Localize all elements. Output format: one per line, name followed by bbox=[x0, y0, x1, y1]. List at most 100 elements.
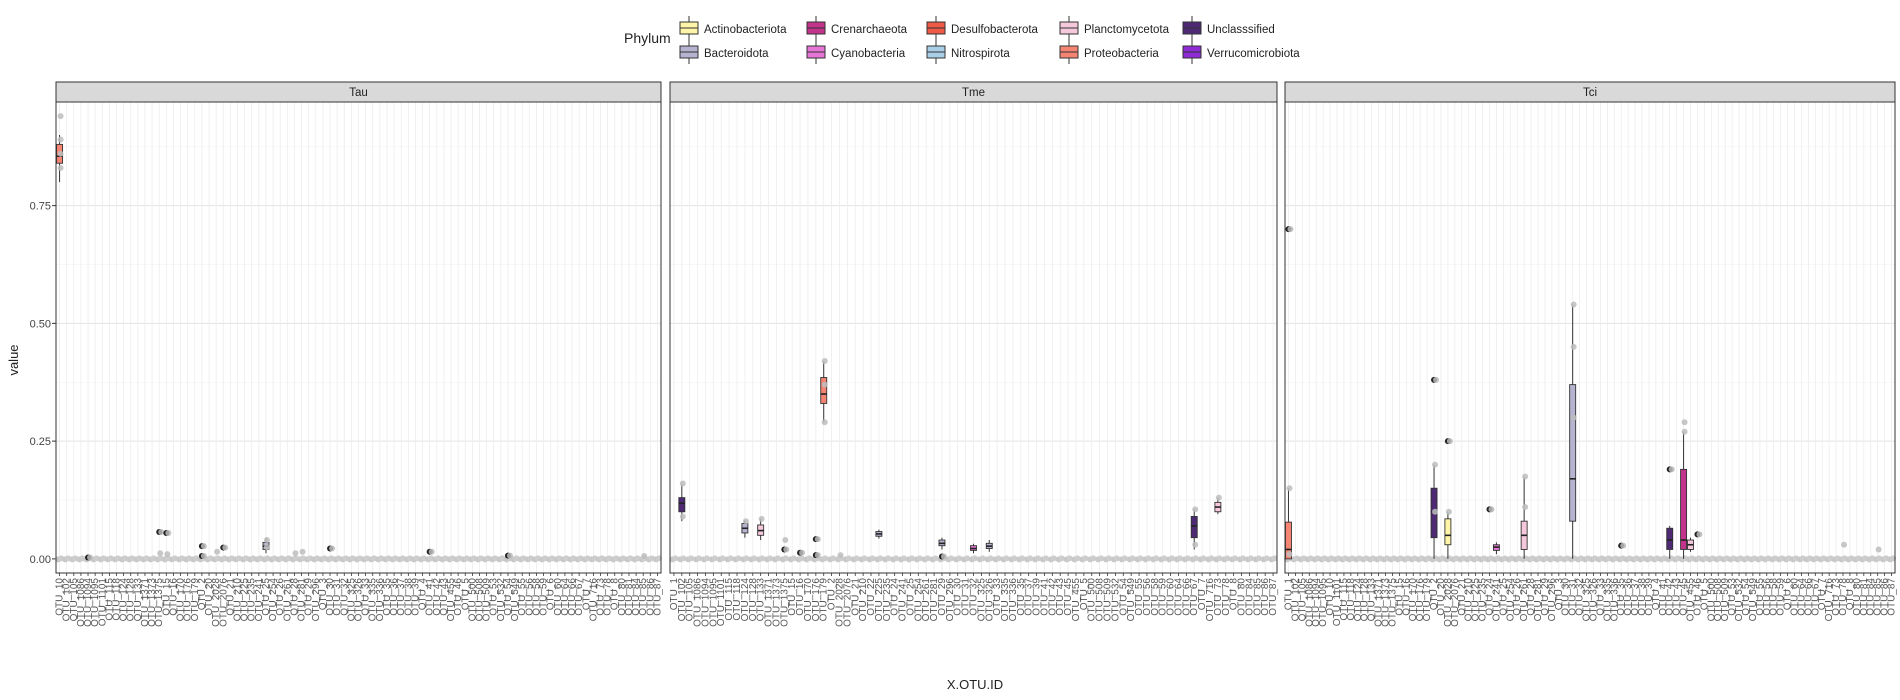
data-point bbox=[901, 555, 908, 562]
x-tick-label: OTU_67 bbox=[574, 578, 585, 616]
legend-entry: Desulfobacterota bbox=[926, 16, 1039, 40]
zero-points bbox=[55, 555, 662, 563]
x-tick-label: OTU_1086 bbox=[1304, 578, 1315, 627]
data-point bbox=[655, 555, 662, 562]
zero-points bbox=[669, 555, 1278, 563]
x-tick-label: OTU_56 bbox=[1142, 578, 1153, 616]
data-point bbox=[1169, 555, 1176, 562]
data-point bbox=[821, 381, 828, 388]
x-tick-label: OTU_33 bbox=[1595, 578, 1606, 616]
x-tick-label: OTU_225 bbox=[1471, 578, 1482, 622]
x-tick-label: OTU_32 bbox=[339, 578, 350, 616]
box-body bbox=[1666, 527, 1674, 550]
data-point bbox=[1446, 438, 1453, 445]
x-tick-label: OTU_87 bbox=[1887, 578, 1898, 616]
x-tick-label: OTU_176 bbox=[183, 578, 194, 622]
x-tick-label: OTU_8 bbox=[1229, 578, 1240, 611]
x-tick-label: OTU_2 bbox=[197, 578, 208, 611]
x-tick-label: OTU_29 bbox=[937, 578, 948, 616]
data-point bbox=[814, 552, 821, 559]
x-tick-label: OTU_67 bbox=[1189, 578, 1200, 616]
x-tick-label: OTU_124 bbox=[1353, 578, 1364, 622]
x-tick-label: OTU_241 bbox=[1491, 578, 1502, 622]
data-point bbox=[57, 164, 64, 171]
x-tick-label: OTU_281 bbox=[1533, 578, 1544, 622]
x-tick-label: OTU_296 bbox=[311, 578, 322, 622]
data-point bbox=[798, 555, 805, 562]
x-tick-label: OTU_73 bbox=[1831, 578, 1842, 616]
x-tick-label: OTU_1375 bbox=[779, 578, 790, 627]
x-tick-label: OTU_115 bbox=[104, 578, 115, 621]
data-point bbox=[1247, 555, 1254, 562]
x-tick-label: OTU_335 bbox=[1000, 578, 1011, 622]
x-tick-label: OTU_20 bbox=[1436, 578, 1447, 616]
data-point bbox=[972, 555, 978, 562]
facet-label: Tme bbox=[962, 87, 985, 99]
data-point bbox=[1113, 555, 1120, 562]
x-tick-label: OTU_55 bbox=[1755, 578, 1766, 616]
x-tick-label: OTU_6 bbox=[546, 578, 557, 611]
data-point bbox=[1035, 555, 1042, 562]
x-tick-label: OTU_39 bbox=[1644, 578, 1655, 616]
data-point bbox=[877, 555, 884, 562]
x-tick-label: OTU_15 bbox=[1394, 578, 1405, 616]
data-point bbox=[1161, 555, 1168, 562]
x-tick-label: OTU_60 bbox=[1166, 578, 1177, 616]
x-tick-label: OTU_78 bbox=[1221, 578, 1232, 616]
x-tick-label: OTU_64 bbox=[1173, 578, 1184, 616]
x-tick-label: OTU_1101 bbox=[1332, 578, 1343, 627]
x-tick-label: OTU_86 bbox=[1880, 578, 1891, 616]
x-tick-label: OTU_37 bbox=[1024, 578, 1035, 616]
data-point bbox=[837, 552, 844, 559]
data-point bbox=[292, 550, 299, 557]
legend-entry: Planctomycetota bbox=[1059, 16, 1170, 40]
x-tick-label: OTU_6 bbox=[1783, 578, 1794, 611]
x-tick-label: OTU_133 bbox=[756, 578, 767, 622]
x-tick-label: OTU_58 bbox=[1150, 578, 1161, 616]
x-tick-label: OTU_25 bbox=[261, 578, 272, 616]
gridlines bbox=[1285, 102, 1895, 573]
data-point bbox=[1042, 555, 1049, 562]
data-point bbox=[1137, 555, 1144, 562]
x-tick-label: OTU_55 bbox=[1134, 578, 1145, 616]
data-point bbox=[987, 555, 994, 562]
x-tick-label: OTU_32 bbox=[1575, 578, 1586, 616]
x-tick-label: OTU_10 bbox=[55, 578, 66, 616]
box bbox=[1666, 525, 1674, 559]
legend-title: Phylum bbox=[624, 30, 671, 46]
x-tick-label: OTU_78 bbox=[603, 578, 614, 616]
x-tick-label: OTU_124 bbox=[119, 578, 130, 622]
x-tick-label: OTU_325 bbox=[346, 578, 357, 622]
x-tick-label: OTU_1375 bbox=[1387, 578, 1398, 627]
legend-entry-label: Unclasssified bbox=[1207, 24, 1275, 36]
data-point bbox=[821, 419, 828, 426]
x-tick-label: OTU_21 bbox=[850, 578, 861, 616]
data-point bbox=[869, 555, 876, 562]
x-tick-label: OTU_78 bbox=[1838, 578, 1849, 616]
data-point bbox=[758, 515, 765, 522]
legend-entry: Proteobacteria bbox=[1059, 40, 1159, 64]
data-point bbox=[1224, 555, 1231, 562]
data-point bbox=[1200, 555, 1207, 562]
x-tick-label: OTU_336 bbox=[375, 578, 386, 622]
facet-label: Tau bbox=[349, 87, 368, 99]
x-tick-label: OTU_54 bbox=[1118, 578, 1129, 616]
x-tick-label: OTU_2 bbox=[827, 578, 838, 611]
box bbox=[1680, 431, 1688, 559]
x-tick-label: OTU_105 bbox=[685, 578, 696, 622]
x-tick-label: OTU_7 bbox=[581, 578, 592, 611]
legend-entry-label: Proteobacteria bbox=[1084, 48, 1159, 60]
data-point bbox=[1192, 506, 1199, 513]
x-tick-label: OTU_1 bbox=[669, 578, 680, 611]
x-tick-label: OTU_39 bbox=[410, 578, 421, 616]
x-tick-label: OTU_80 bbox=[1852, 578, 1863, 616]
x-tick-label: OTU_56 bbox=[524, 578, 535, 616]
data-point bbox=[1215, 494, 1222, 501]
x-tick-label: OTU_508 bbox=[1713, 578, 1724, 622]
x-tick-label: OTU_1086 bbox=[693, 578, 704, 627]
x-tick-label: OTU_35 bbox=[382, 578, 393, 616]
data-point bbox=[1192, 541, 1199, 548]
x-tick-label: OTU_455 bbox=[1071, 578, 1082, 622]
data-point bbox=[1027, 555, 1034, 562]
legend: Phylum Actinobacteriota Bacteroidota Crena… bbox=[624, 16, 1300, 64]
